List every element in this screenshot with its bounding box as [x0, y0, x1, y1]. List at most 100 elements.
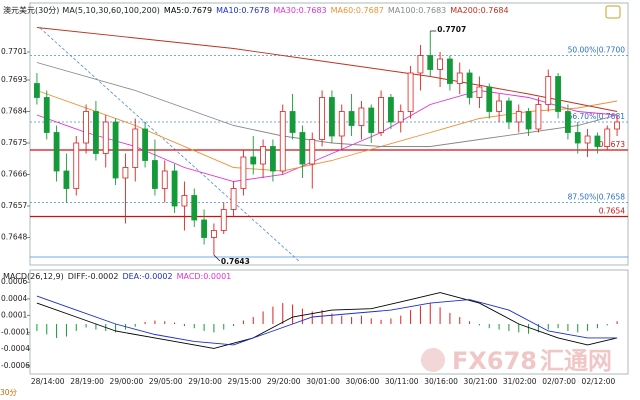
ma-name: MA100 [388, 6, 416, 15]
x-tick-label: 31/02:00 [503, 377, 537, 386]
ma-sep: : [478, 6, 481, 15]
fib-name: 66.70% [568, 112, 597, 121]
candle-body [43, 97, 50, 133]
fib-sep: | [596, 112, 599, 121]
x-tick-label: 02/12:00 [582, 377, 616, 386]
y-tick-label: 0.0004 [1, 294, 27, 303]
candle-body [358, 107, 365, 126]
y-tick-label: -0.0004 [1, 344, 30, 353]
candle-body [122, 167, 129, 179]
candle-body [378, 97, 384, 133]
ma-sep: : [353, 6, 356, 15]
support-label: 0.7673 [599, 140, 625, 149]
fib-name: 50.00% [568, 46, 597, 55]
candle-body [230, 188, 237, 210]
fib-sep: | [596, 46, 599, 55]
candle-body [329, 97, 335, 137]
ma-value: 0.7683 [299, 6, 327, 15]
price-panel [29, 2, 629, 266]
candle-body [584, 135, 591, 144]
candle-body [437, 58, 443, 70]
candle-body [486, 86, 493, 112]
candle-body [594, 135, 601, 147]
macd-header: MACD(26,12,9) DIFF:-0.0002 DEA:-0.0002 MACD… [3, 272, 231, 281]
y-tick-label: -0.0001 [1, 327, 30, 336]
candle-body [604, 128, 611, 147]
candle-body [456, 72, 463, 84]
x-tick-label: 29/15:00 [228, 377, 262, 386]
ma-name: MA5 [164, 6, 181, 15]
high-label: 0.7707 [437, 25, 466, 34]
candle-body [496, 100, 502, 112]
candle-body [506, 100, 512, 123]
candle-body [191, 195, 198, 221]
candle-body [447, 58, 453, 84]
diff-label: DIFF:-0.0002 [68, 272, 119, 281]
settings-icon[interactable] [605, 5, 621, 19]
support-label: 0.7654 [599, 207, 625, 216]
x-tick-label: 29/10:00 [188, 377, 222, 386]
ma-value: 0.7679 [184, 6, 212, 15]
ma-title: MA(5,10,30,60,100,200) [62, 6, 160, 15]
candle-body [614, 121, 620, 130]
candle-body [171, 170, 178, 207]
candle-body [299, 132, 306, 165]
y-tick-label: 0.7657 [1, 201, 27, 210]
ma-sep: : [239, 6, 242, 15]
macd-line [36, 292, 618, 349]
x-tick-label: 29/20:00 [267, 377, 301, 386]
ma-line [36, 27, 618, 112]
candle-body [63, 170, 70, 189]
ma-sep: : [296, 6, 299, 15]
candle-body [555, 76, 561, 112]
candle-body [142, 128, 148, 161]
ma-value: 0.7678 [241, 6, 269, 15]
watermark-text: 汇通网 [540, 347, 612, 375]
y-tick-label: 0.0006 [1, 277, 27, 286]
macd-title: MACD(26,12,9) [3, 272, 64, 281]
header: 澳元美元(30分) MA(5,10,30,60,100,200) MA5:0.767… [3, 5, 509, 15]
candle-body [397, 111, 404, 123]
candle-body [525, 111, 532, 130]
candle-body [152, 160, 158, 189]
candle-body [535, 104, 542, 130]
candle-body [476, 86, 483, 98]
candle-body [181, 195, 188, 207]
y-tick-label: 0.7675 [1, 138, 27, 147]
candle-body [161, 170, 168, 189]
x-tick-label: 30/16:00 [424, 377, 458, 386]
watermark-text: FX678 [452, 347, 537, 375]
candle-body [112, 121, 119, 179]
fib-name: 87.50% [568, 193, 597, 202]
candle-body [132, 128, 139, 168]
x-tick-label: 29/00:00 [110, 377, 144, 386]
macd-panel [29, 269, 629, 375]
candle-body [289, 111, 296, 133]
candle-body [574, 132, 581, 144]
x-tick-label: 30/01:00 [306, 377, 340, 386]
candle-body [427, 55, 434, 70]
fib-label: 50.00%|0.7700 [568, 46, 626, 55]
ma-name: MA200 [450, 6, 478, 15]
ma-name: MA30 [273, 6, 296, 15]
period-tab[interactable]: 30分 [0, 388, 18, 397]
low-label: 0.7643 [221, 257, 250, 266]
x-tick-label: 30/11:00 [385, 377, 419, 386]
macd-label: MACD:0.0001 [177, 272, 232, 281]
y-tick-label: -0.0006 [1, 361, 30, 370]
candle-body [220, 209, 227, 231]
candle-body [515, 111, 522, 123]
candle-body [250, 156, 257, 165]
y-tick-label: 0.7693 [1, 75, 27, 84]
x-tick-label: 28/14:00 [31, 377, 65, 386]
y-tick-label: 0.7684 [1, 107, 27, 116]
candle-body [53, 132, 60, 172]
ma-value: 0.7687 [356, 6, 384, 15]
fib-value: 0.7700 [599, 46, 625, 55]
ma-sep: : [181, 6, 184, 15]
y-tick-label: 0.7648 [1, 233, 27, 242]
y-tick-label: 0.7666 [1, 170, 27, 179]
ma-line [36, 62, 618, 147]
